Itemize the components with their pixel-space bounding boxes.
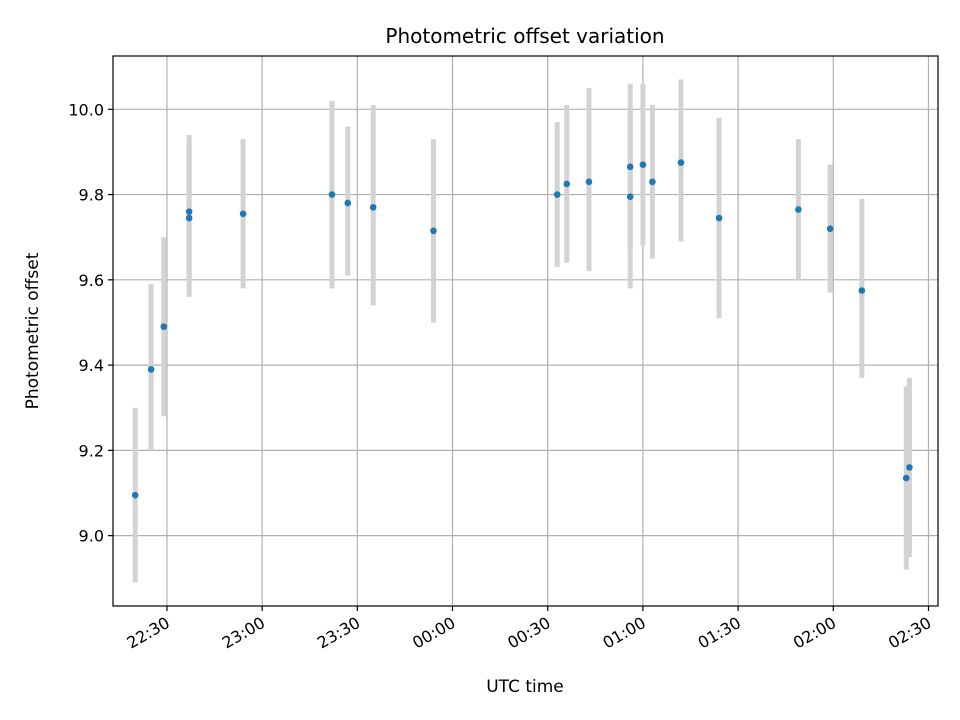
data-point [639, 161, 647, 169]
data-point [369, 204, 377, 211]
data-point [344, 199, 352, 207]
data-point [795, 206, 802, 213]
data-point [239, 210, 247, 218]
data-point [328, 191, 336, 198]
y-tick-label: 9.2 [79, 441, 104, 460]
data-point [147, 366, 155, 373]
data-point [715, 214, 723, 222]
data-point [858, 287, 866, 294]
y-tick-label: 9.0 [79, 527, 104, 546]
data-point [649, 178, 656, 186]
data-point [677, 159, 685, 166]
y-tick-label: 10.0 [68, 100, 104, 119]
data-point [902, 474, 910, 482]
data-point [585, 178, 593, 186]
data-point [131, 491, 139, 499]
data-point [626, 163, 634, 171]
data-point [160, 323, 168, 331]
data-point [185, 208, 193, 215]
y-tick-label: 9.6 [79, 271, 104, 290]
data-point [185, 214, 193, 222]
data-point [626, 193, 634, 200]
plot-frame [112, 55, 939, 607]
data-point [826, 225, 834, 232]
y-tick-label: 9.8 [79, 186, 104, 205]
data-point [563, 180, 571, 188]
data-point [430, 227, 437, 235]
data-point [906, 464, 913, 471]
chart-title: Photometric offset variation [385, 24, 664, 48]
data-point [553, 191, 561, 198]
y-tick-label: 9.4 [79, 356, 104, 375]
y-axis-label: Photometric offset [23, 252, 43, 409]
x-axis-label: UTC time [486, 677, 564, 697]
data-points [131, 159, 913, 499]
